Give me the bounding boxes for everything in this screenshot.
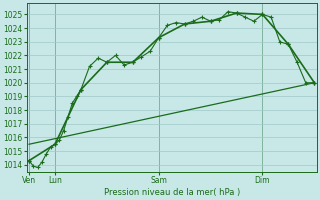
X-axis label: Pression niveau de la mer( hPa ): Pression niveau de la mer( hPa ) — [104, 188, 240, 197]
